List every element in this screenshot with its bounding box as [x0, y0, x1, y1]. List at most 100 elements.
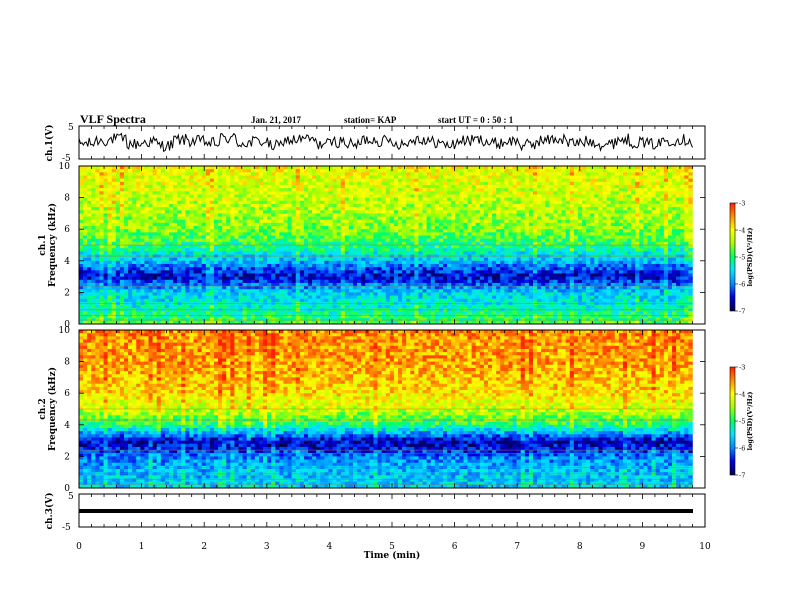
ch1-spectrogram-cell: [234, 235, 239, 239]
ch1-spectrogram-cell: [381, 248, 387, 252]
ch1-spectrogram-cell: [348, 210, 354, 214]
ch1-spectrogram-cell: [365, 292, 370, 296]
ch1-spectrogram-cell: [332, 197, 337, 202]
ch1-spectrogram-cell: [418, 320, 423, 325]
ch1-spectrogram-cell: [164, 188, 170, 192]
ch1-spectrogram-cell: [467, 276, 472, 281]
ch1-spectrogram-cell: [340, 229, 346, 233]
ch1-spectrogram-cell: [119, 282, 125, 287]
ch1-spectrogram-cell: [107, 178, 113, 183]
ch1-spectrogram-cell: [168, 263, 174, 268]
ch1-spectrogram-cell: [246, 282, 252, 287]
ch1-spectrogram-cell: [119, 222, 125, 227]
ch1-spectrogram-cell: [332, 251, 337, 255]
ch1-spectrogram-cell: [128, 251, 133, 255]
ch1-spectrogram-cell: [132, 184, 137, 189]
ch1-spectrogram-cell: [316, 311, 321, 315]
ch1-spectrogram-cell: [250, 282, 256, 287]
ch1-spectrogram-cell: [459, 210, 464, 214]
ch1-spectrogram-cell: [434, 276, 440, 281]
ch1-spectrogram-cell: [422, 311, 427, 315]
ch1-spectrogram-cell: [377, 232, 382, 236]
ch1-spectrogram-cell: [173, 298, 178, 303]
ch1-spectrogram-cell: [123, 320, 129, 325]
ch1-spectrogram-cell: [271, 229, 276, 233]
ch1-spectrogram-cell: [295, 226, 301, 230]
ch1-spectrogram-cell: [312, 229, 317, 233]
ch1-spectrogram-cell: [205, 232, 211, 236]
ch1-spectrogram-cell: [434, 219, 440, 224]
ch1-spectrogram-cell: [299, 166, 305, 170]
ch1-spectrogram-cell: [344, 251, 350, 255]
ch1-spectrogram-cell: [156, 191, 162, 195]
ch1-spectrogram-cell: [267, 207, 272, 211]
ch1-spectrogram-cell: [177, 263, 182, 268]
ch1-spectrogram-cell: [324, 245, 329, 249]
ch1-spectrogram-cell: [193, 175, 198, 179]
ch1-spectrogram-cell: [242, 248, 247, 252]
ch1-spectrogram-cell: [226, 191, 231, 195]
ch1-spectrogram-cell: [438, 314, 444, 318]
ch1-spectrogram-cell: [430, 263, 436, 268]
ch1-spectrogram-cell: [267, 241, 272, 246]
ch1-spectrogram-cell: [369, 295, 374, 300]
ch1-spectrogram-cell: [111, 257, 117, 262]
ch1-spectrogram-cell: [156, 311, 162, 315]
ch1-spectrogram-cell: [287, 229, 292, 233]
ch1-spectrogram-cell: [303, 222, 309, 227]
ch1-spectrogram-cell: [156, 194, 162, 198]
ch1-spectrogram-cell: [242, 317, 247, 322]
ch1-spectrogram-cell: [365, 241, 370, 246]
ch1-spectrogram-cell: [434, 166, 440, 170]
ch1-spectrogram-cell: [287, 286, 292, 290]
ch1-spectrogram-cell: [467, 273, 472, 277]
ch1-spectrogram-cell: [148, 166, 153, 170]
ch1-spectrogram-cell: [303, 298, 309, 303]
ch1-spectrogram-cell: [279, 241, 284, 246]
ch1-spectrogram-cell: [238, 207, 243, 211]
ch1-spectrogram-cell: [332, 314, 337, 318]
ch1-spectrogram-cell: [295, 229, 301, 233]
ch1-spectrogram-cell: [103, 166, 108, 170]
ch1-spectrogram-cell: [402, 188, 407, 192]
ch1-spectrogram-cell: [385, 305, 391, 309]
ch1-spectrogram-cell: [271, 257, 276, 262]
ch1-spectrogram-cell: [152, 184, 158, 189]
ch1-spectrogram-cell: [475, 194, 481, 198]
ch1-spectrogram-cell: [389, 184, 395, 189]
ch1-spectrogram-cell: [467, 175, 472, 179]
ch1-spectrogram-cell: [287, 175, 292, 179]
ch1-spectrogram-cell: [320, 203, 325, 208]
ch1-spectrogram-cell: [279, 200, 284, 205]
ch1-spectrogram-cell: [389, 273, 395, 277]
ch1-spectrogram-cell: [303, 248, 309, 252]
ch1-spectrogram-cell: [119, 219, 125, 224]
ch1-spectrogram-cell: [410, 257, 415, 262]
ch1-spectrogram-cell: [332, 232, 337, 236]
ch1-spectrogram-cell: [426, 216, 432, 221]
ch1-spectrogram-cell: [95, 207, 100, 211]
ch1-spectrogram-cell: [152, 232, 158, 236]
ch1-spectrogram-cell: [299, 216, 305, 221]
ch1-spectrogram-cell: [164, 311, 170, 315]
ch1-spectrogram-cell: [258, 267, 264, 271]
ch1-spectrogram-cell: [197, 184, 202, 189]
ch1-spectrogram-cell: [357, 194, 362, 198]
ch1-spectrogram-cell: [389, 194, 395, 198]
ch1-spectrogram-cell: [357, 184, 362, 189]
ch1-spectrogram-cell: [164, 241, 170, 246]
ch1-spectrogram-cell: [332, 169, 337, 173]
ch1-spectrogram-cell: [369, 260, 374, 265]
ch1-spectrogram-cell: [336, 257, 342, 262]
ch1-spectrogram-cell: [422, 172, 427, 176]
ch1-spectrogram-cell: [152, 295, 158, 300]
ch1-spectrogram-cell: [463, 181, 468, 186]
ch1-spectrogram-cell: [447, 213, 452, 217]
ch1-spectrogram-cell: [369, 276, 374, 281]
ch1-spectrogram-cell: [410, 207, 415, 211]
ch1-spectrogram-cell: [336, 270, 342, 274]
ch1-spectrogram-cell: [295, 172, 301, 176]
ch1-spectrogram-cell: [91, 169, 96, 173]
ch1-spectrogram-cell: [418, 238, 423, 243]
ch1-spectrogram-cell: [447, 207, 452, 211]
